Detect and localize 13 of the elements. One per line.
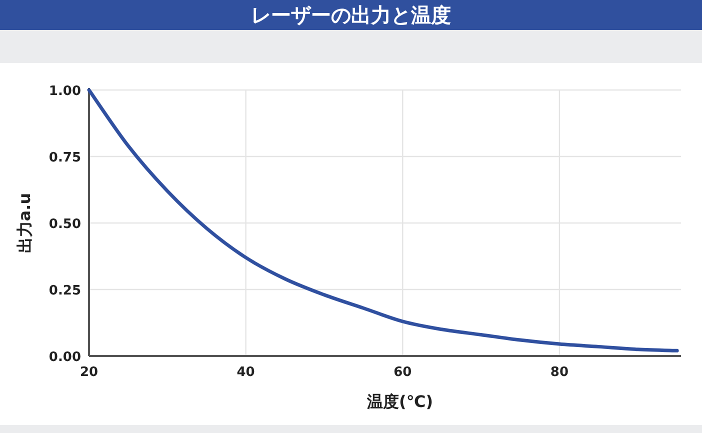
- x-tick-label: 80: [550, 365, 569, 380]
- y-tick-label: 1.00: [48, 84, 81, 99]
- line-series: [87, 88, 679, 352]
- y-tick-label: 0.25: [48, 284, 81, 298]
- x-axis-title: 温度(℃): [366, 392, 433, 411]
- x-tick-label: 60: [394, 365, 412, 380]
- x-tick-label: 20: [80, 365, 98, 380]
- y-tick-label: 0.00: [48, 350, 81, 365]
- y-tick-label: 0.50: [48, 217, 81, 232]
- x-tick-label: 40: [236, 365, 255, 380]
- chart-title: レーザーの出力と温度: [251, 3, 451, 27]
- y-axis-title: 出力a.u: [15, 192, 34, 254]
- y-tick-label: 0.75: [48, 150, 81, 166]
